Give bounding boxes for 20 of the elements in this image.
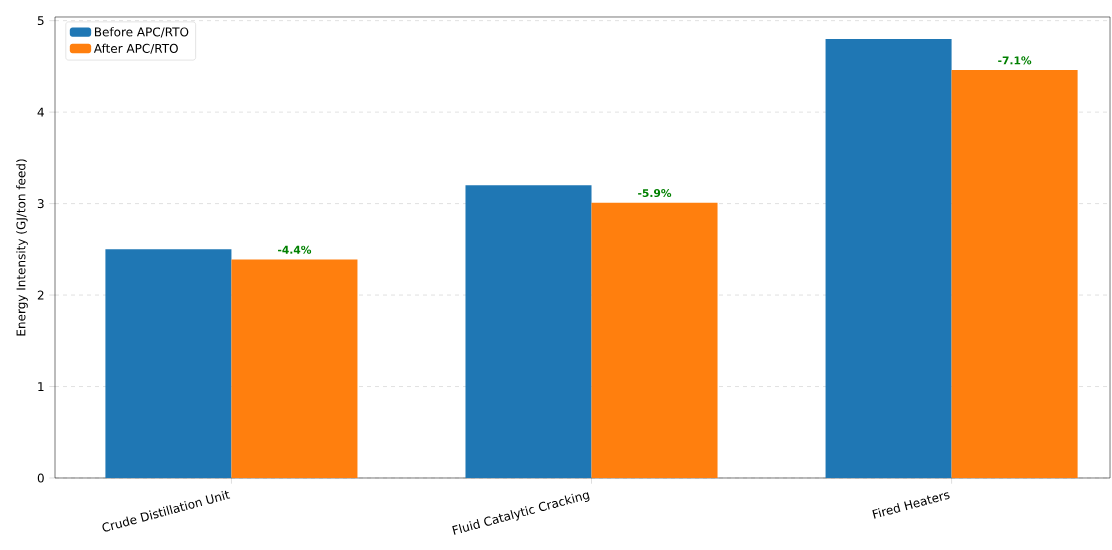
bar	[591, 202, 718, 478]
bar	[105, 249, 232, 478]
y-tick-label: 1	[38, 382, 44, 391]
annotation: -4.4%	[278, 245, 312, 254]
y-axis-title: Energy Intensity (GJ/ton feed)	[16, 159, 28, 336]
legend-label: Before APC/RTO	[94, 27, 189, 38]
bar	[951, 70, 1078, 478]
legend-label: After APC/RTO	[93, 43, 178, 54]
bar	[231, 259, 358, 478]
x-tick-label: Fluid Catalytic Cracking	[452, 492, 590, 535]
bar	[825, 38, 952, 478]
y-tick-label: 5	[37, 16, 44, 26]
annotation: -7.1%	[998, 56, 1032, 65]
x-tick-label: Fired Heaters	[872, 492, 950, 519]
y-tick-label: 3	[37, 199, 44, 209]
annotation: -5.9%	[638, 189, 672, 198]
y-tick-label: 2	[37, 290, 44, 300]
bar	[465, 185, 592, 478]
y-tick-label: 0	[37, 473, 44, 483]
y-tick-label: 4	[37, 107, 44, 117]
